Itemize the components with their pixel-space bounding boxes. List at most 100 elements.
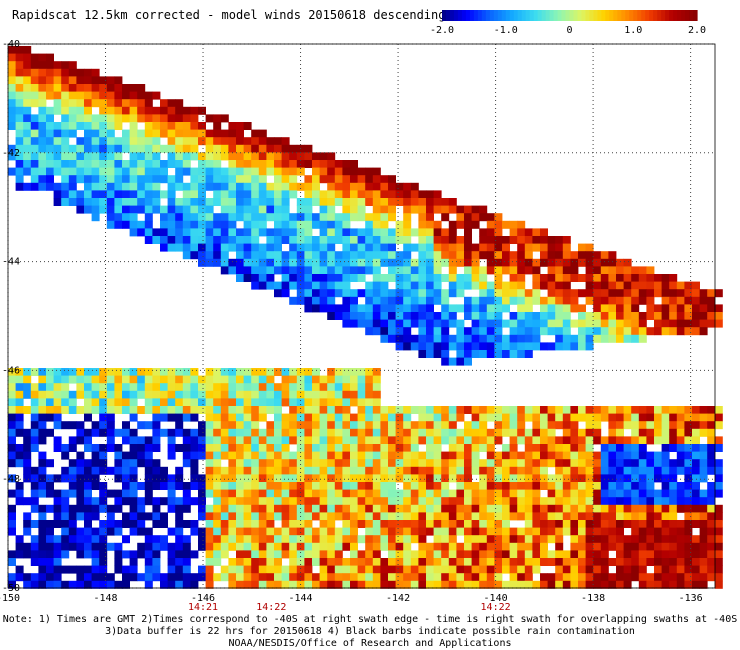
wind-cell <box>585 565 594 574</box>
wind-cell <box>350 428 358 437</box>
wind-cell <box>616 406 624 414</box>
wind-difference-map: -150-148-146-144-142-140-138-136-40-42-4… <box>0 39 723 612</box>
wind-cell <box>562 497 571 506</box>
wind-cell <box>631 482 640 490</box>
wind-cell <box>456 350 465 358</box>
wind-cell <box>676 436 685 445</box>
wind-cell <box>464 535 472 544</box>
wind-cell <box>372 406 381 414</box>
wind-cell <box>616 281 624 290</box>
wind-cell <box>220 368 229 376</box>
wind-cell <box>319 436 328 445</box>
colorbar-swatch <box>613 10 618 21</box>
wind-cell <box>23 375 32 384</box>
wind-cell <box>266 152 275 161</box>
wind-cell <box>631 573 640 582</box>
wind-cell <box>380 580 389 589</box>
wind-cell <box>220 175 229 184</box>
wind-cell <box>562 243 571 252</box>
wind-cell <box>372 565 381 574</box>
wind-cell <box>312 550 320 559</box>
wind-cell <box>509 558 518 566</box>
wind-cell <box>448 474 457 483</box>
wind-cell <box>106 390 115 399</box>
wind-cell <box>296 383 305 392</box>
wind-cell <box>46 144 54 153</box>
wind-cell <box>661 289 670 298</box>
wind-cell <box>426 474 434 483</box>
wind-cell <box>23 512 32 521</box>
wind-cell <box>38 84 47 92</box>
wind-cell <box>289 281 298 290</box>
wind-cell <box>502 527 510 536</box>
wind-cell <box>152 375 161 384</box>
wind-cell <box>46 368 54 376</box>
wind-cell <box>258 474 267 483</box>
wind-cell <box>334 573 343 582</box>
wind-cell <box>616 451 624 460</box>
wind-cell <box>638 558 647 566</box>
wind-cell <box>517 580 526 589</box>
wind-cell <box>486 266 495 275</box>
wind-cell <box>182 144 191 153</box>
wind-cell <box>410 258 419 267</box>
latitude-label: -50 <box>2 583 20 594</box>
wind-cell <box>350 398 358 407</box>
wind-cell <box>228 436 237 445</box>
wind-cell <box>334 281 343 290</box>
wind-cell <box>388 535 396 544</box>
wind-cell <box>220 129 229 138</box>
wind-cell <box>68 91 77 100</box>
wind-cell <box>578 243 586 252</box>
wind-cell <box>182 122 191 130</box>
wind-cell <box>638 334 647 343</box>
wind-cell <box>289 542 298 551</box>
wind-cell <box>623 304 632 313</box>
wind-cell <box>38 106 47 115</box>
wind-cell <box>251 390 260 399</box>
wind-cell <box>114 474 123 483</box>
wind-cell <box>190 451 199 460</box>
wind-cell <box>198 444 206 452</box>
wind-cell <box>342 421 351 430</box>
wind-cell <box>281 535 290 544</box>
wind-cell <box>342 466 351 475</box>
wind-cell <box>213 482 222 490</box>
wind-cell <box>388 258 396 267</box>
colorbar-swatch <box>569 10 575 21</box>
wind-cell <box>372 167 381 176</box>
wind-cell <box>365 489 374 498</box>
wind-cell <box>106 398 115 407</box>
wind-cell <box>350 160 358 168</box>
wind-cell <box>334 580 343 589</box>
wind-cell <box>616 304 624 313</box>
wind-cell <box>23 474 32 483</box>
wind-cell <box>654 304 662 313</box>
wind-cell <box>464 258 472 267</box>
wind-cell <box>448 266 457 275</box>
wind-cell <box>600 266 609 275</box>
wind-cell <box>182 550 191 559</box>
wind-cell <box>167 137 176 146</box>
wind-cell <box>616 334 624 343</box>
wind-cell <box>456 482 465 490</box>
wind-cell <box>319 304 328 313</box>
wind-cell <box>114 504 123 513</box>
wind-cell <box>8 504 16 513</box>
wind-cell <box>479 489 488 498</box>
wind-cell <box>122 182 130 191</box>
wind-cell <box>220 451 229 460</box>
wind-cell <box>114 190 123 199</box>
wind-cell <box>114 114 123 123</box>
wind-cell <box>15 573 24 582</box>
wind-cell <box>692 550 700 559</box>
wind-cell <box>167 182 176 191</box>
wind-cell <box>23 390 32 399</box>
wind-cell <box>509 334 518 343</box>
wind-cell <box>350 535 358 544</box>
wind-cell <box>190 144 199 153</box>
latitude-label: -44 <box>2 257 20 268</box>
wind-cell <box>190 527 199 536</box>
wind-cell <box>608 459 617 468</box>
wind-cell <box>122 198 130 206</box>
